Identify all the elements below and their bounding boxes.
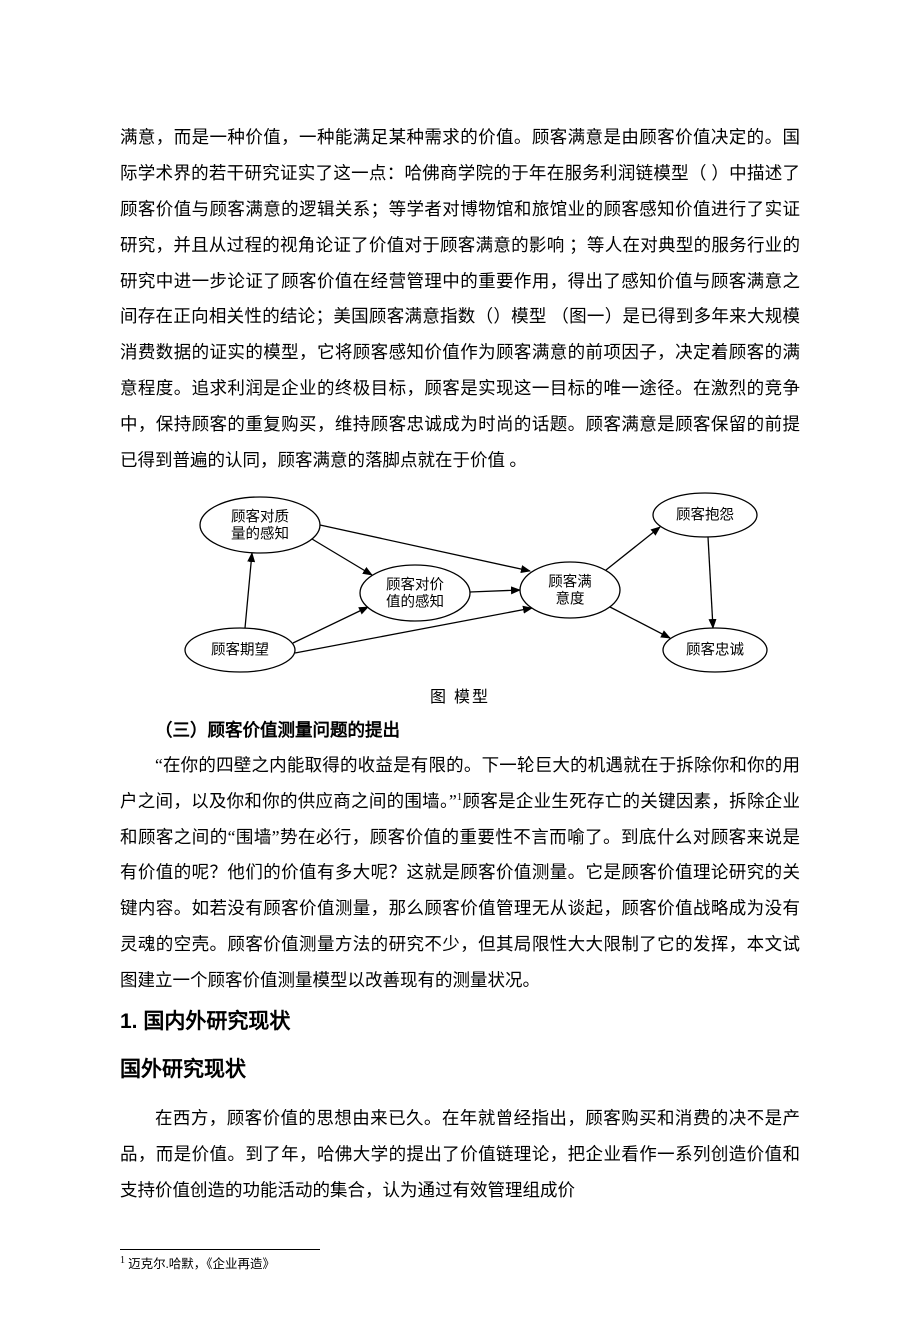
figure-caption: 图 模型 [140, 683, 780, 707]
edge-value-satisfy [470, 590, 520, 592]
edge-expect-quality [245, 553, 252, 628]
node-label-expect: 顾客期望 [211, 641, 269, 658]
acsi-diagram-svg: 顾客对质量的感知顾客期望 顾客对价值的感知 顾客满意度 顾客抱怨顾客忠诚 [140, 485, 780, 685]
heading-1: 1. 国内外研究现状 [120, 1005, 800, 1035]
node-label-quality-2: 量的感知 [231, 525, 289, 542]
edge-expect-value [293, 607, 368, 643]
heading-2: 国外研究现状 [120, 1053, 800, 1083]
edge-quality-satisfy [320, 525, 530, 571]
paragraph-2: “在你的四壁之内能取得的收益是有限的。下一轮巨大的机遇就在于拆除你和你的用户之间… [120, 748, 800, 999]
paragraph-3: 在西方，顾客价值的思想由来已久。在年就曾经指出，顾客购买和消费的决不是产品，而是… [120, 1101, 800, 1209]
diagram-nodes: 顾客对质量的感知顾客期望 顾客对价值的感知 顾客满意度 顾客抱怨顾客忠诚 [185, 493, 767, 672]
edge-complain-loyalty [708, 537, 713, 628]
edge-satisfy-loyalty [610, 607, 670, 638]
footnote-1: 1 迈克尔.哈默，《企业再造》 [120, 1254, 800, 1274]
acsi-figure: 顾客对质量的感知顾客期望 顾客对价值的感知 顾客满意度 顾客抱怨顾客忠诚 图 模型 [140, 485, 780, 707]
node-label-satisfy-2: 意度 [556, 589, 585, 607]
edge-quality-value [312, 539, 372, 575]
diagram-edges [245, 525, 713, 653]
node-label-value-1: 顾客对价 [386, 576, 444, 593]
node-label-satisfy-1: 顾客满 [548, 573, 592, 590]
node-label-complain: 顾客抱怨 [676, 506, 734, 523]
node-label-value-2: 值的感知 [386, 593, 444, 610]
edge-satisfy-complain [606, 527, 660, 570]
subheading-3: （三）顾客价值测量问题的提出 [120, 713, 800, 748]
paragraph-2-rest: 顾客是企业生死存亡的关键因素，拆除企业和顾客之间的“围墙”势在必行，顾客价值的重… [120, 791, 800, 990]
node-label-loyalty: 顾客忠诚 [686, 641, 744, 658]
footnote-separator [120, 1249, 320, 1250]
node-label-quality-1: 顾客对质 [231, 508, 289, 525]
document-page: 满意，而是一种价值，一种能满足某种需求的价值。顾客满意是由顾客价值决定的。国际学… [0, 0, 920, 1333]
paragraph-1: 满意，而是一种价值，一种能满足某种需求的价值。顾客满意是由顾客价值决定的。国际学… [120, 120, 800, 479]
footnote-text: 迈克尔.哈默，《企业再造》 [125, 1257, 275, 1271]
